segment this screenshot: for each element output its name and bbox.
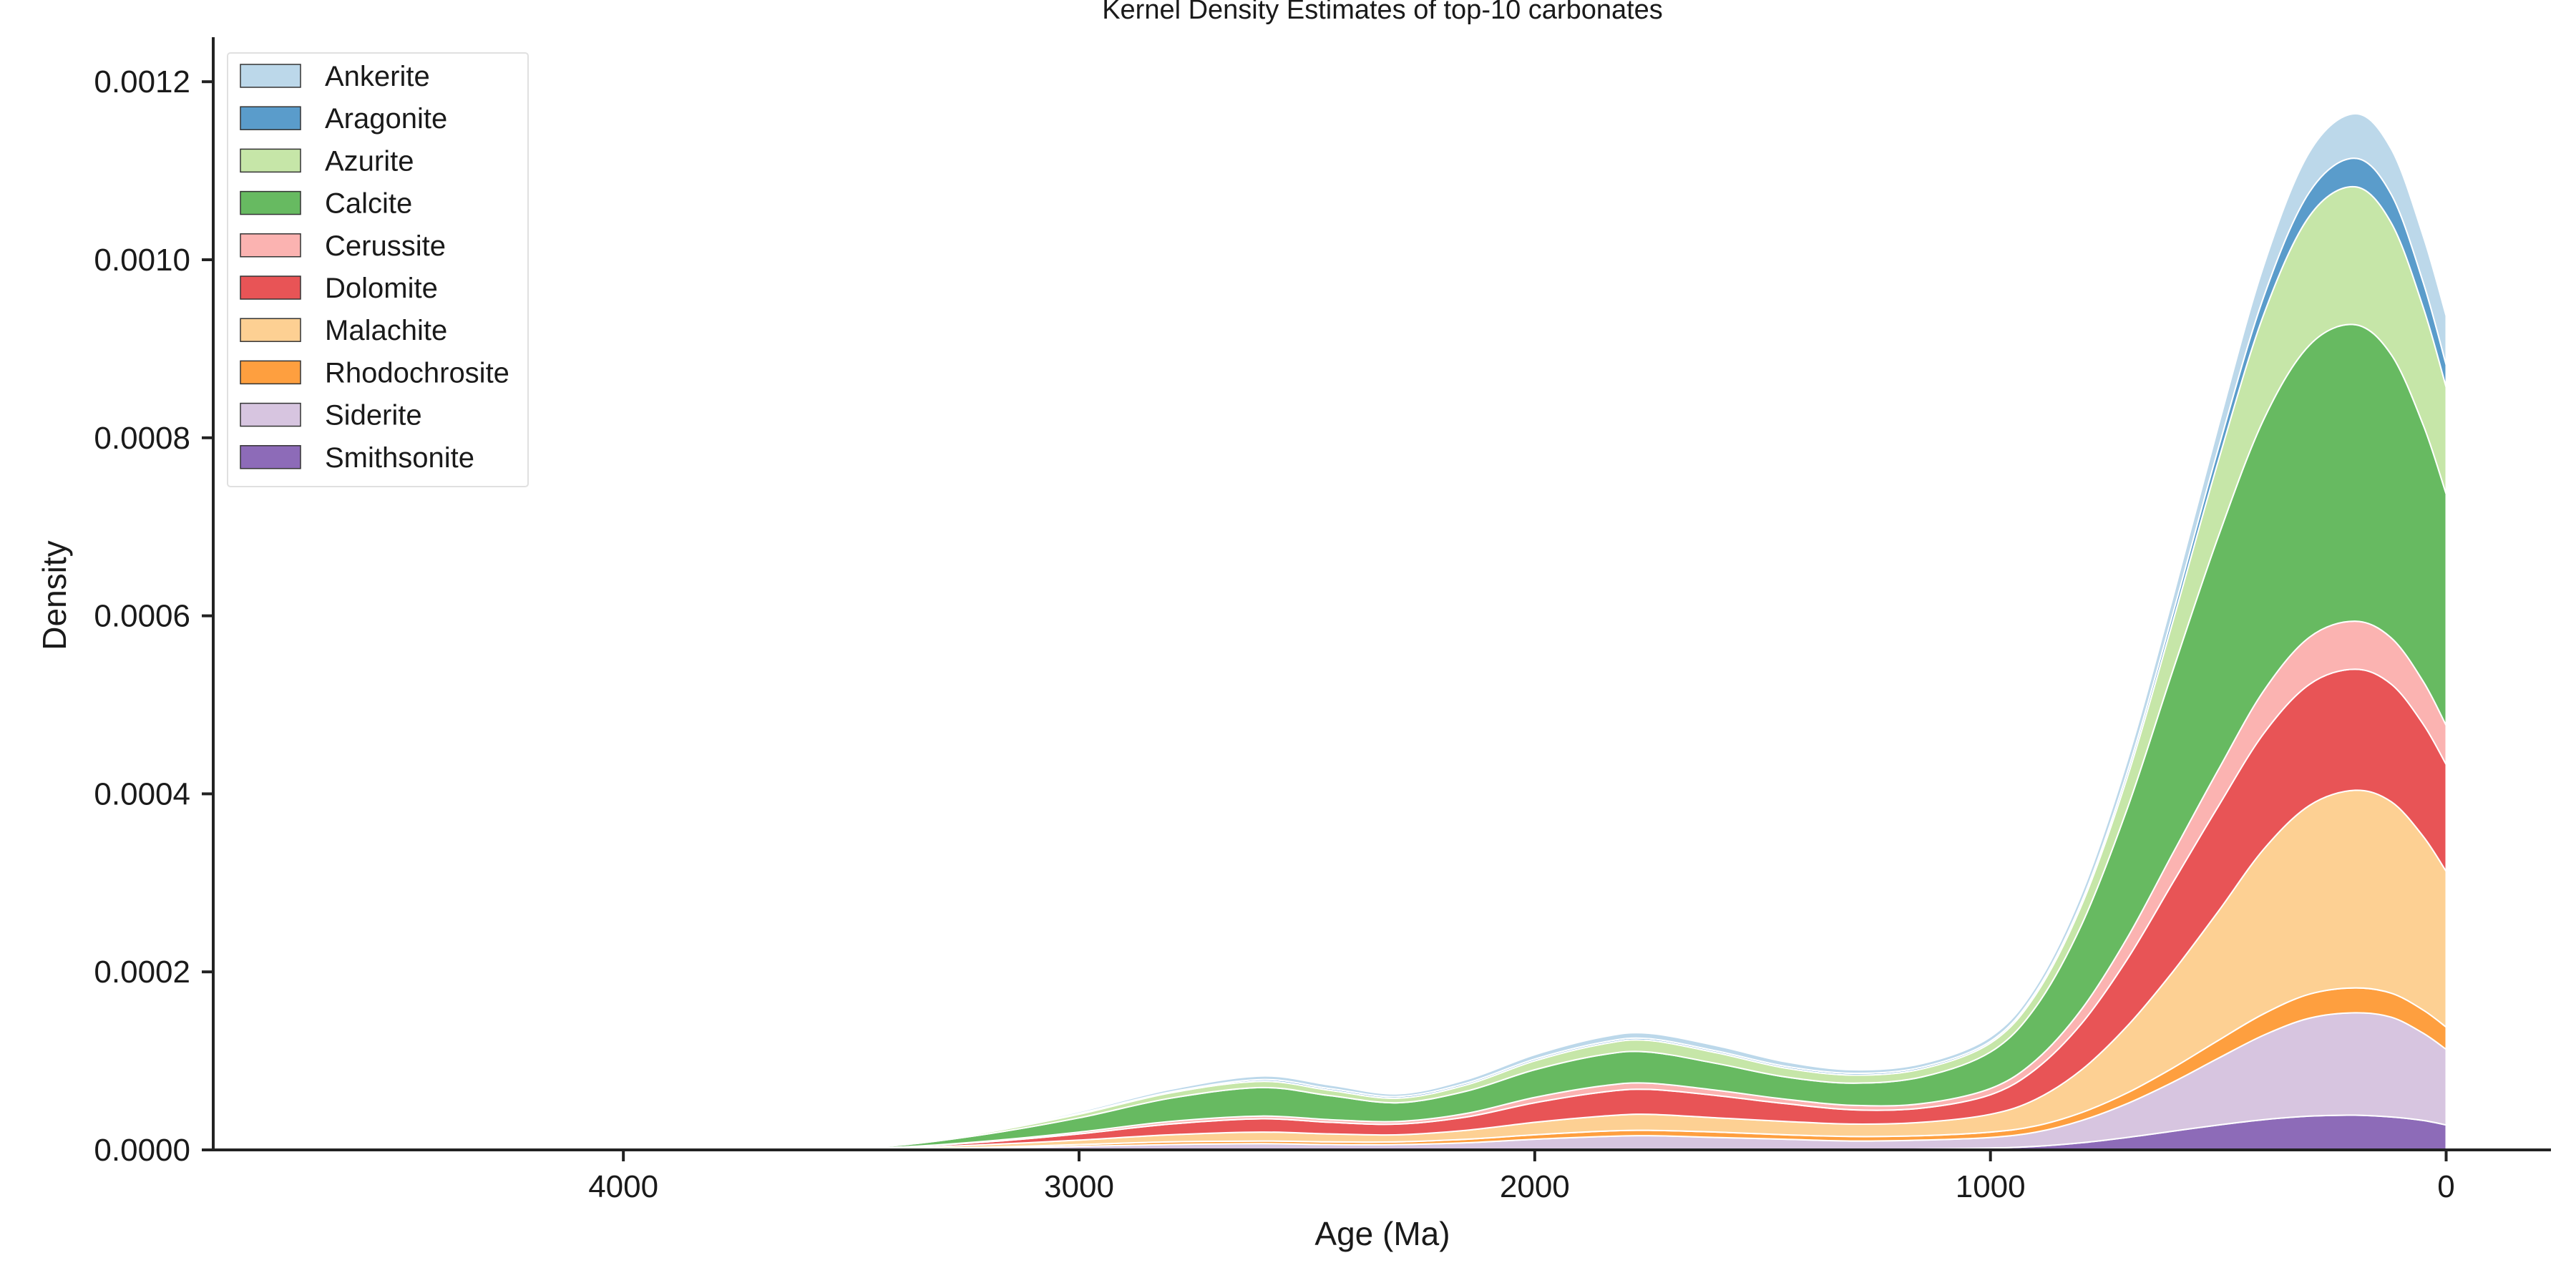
chart-title: Kernel Density Estimates of top-10 carbo… bbox=[1102, 0, 1663, 25]
legend-label: Dolomite bbox=[325, 273, 438, 304]
legend-label: Azurite bbox=[325, 145, 414, 177]
y-tick-label: 0.0000 bbox=[94, 1133, 190, 1168]
legend-item-dolomite: Dolomite bbox=[240, 273, 438, 304]
legend-item-calcite: Calcite bbox=[240, 188, 412, 220]
legend-item-smithsonite: Smithsonite bbox=[240, 442, 474, 474]
legend-swatch bbox=[240, 318, 301, 342]
legend-item-aragonite: Aragonite bbox=[240, 103, 447, 135]
area-ankerite bbox=[349, 112, 2447, 1151]
stacked-areas bbox=[349, 112, 2447, 1151]
legend-swatch bbox=[240, 445, 301, 469]
legend-label: Rhodochrosite bbox=[325, 357, 509, 389]
y-tick-label: 0.0006 bbox=[94, 599, 190, 634]
y-tick-label: 0.0002 bbox=[94, 955, 190, 990]
x-tick-label: 3000 bbox=[1044, 1169, 1114, 1204]
legend-swatch bbox=[240, 64, 301, 88]
legend-item-siderite: Siderite bbox=[240, 400, 422, 431]
x-tick-label: 1000 bbox=[1956, 1169, 2026, 1204]
legend-swatch bbox=[240, 106, 301, 130]
y-axis-label: Density bbox=[36, 540, 73, 650]
legend-label: Cerussite bbox=[325, 230, 446, 262]
y-tick-label: 0.0008 bbox=[94, 421, 190, 456]
x-axis-label: Age (Ma) bbox=[1314, 1215, 1450, 1252]
legend-label: Calcite bbox=[325, 188, 412, 220]
x-tick-label: 4000 bbox=[588, 1169, 658, 1204]
legend-item-azurite: Azurite bbox=[240, 145, 414, 177]
y-tick-label: 0.0004 bbox=[94, 776, 190, 811]
legend-item-cerussite: Cerussite bbox=[240, 230, 446, 262]
legend-swatch bbox=[240, 148, 301, 173]
legend-label: Malachite bbox=[325, 315, 447, 346]
axes bbox=[212, 37, 2551, 1151]
y-ticks: 0.0000 0.0002 0.0004 0.0006 0.0008 0.0010 0.00… bbox=[94, 64, 213, 1168]
legend-swatch bbox=[240, 190, 301, 215]
x-tick-label: 2000 bbox=[1500, 1169, 1570, 1204]
legend-item-ankerite: Ankerite bbox=[240, 61, 430, 92]
legend: Ankerite Aragonite Azurite Calcite Cerussite… bbox=[227, 52, 529, 487]
legend-swatch bbox=[240, 402, 301, 427]
legend-label: Smithsonite bbox=[325, 442, 474, 474]
legend-label: Ankerite bbox=[325, 61, 430, 92]
y-tick-label: 0.0012 bbox=[94, 64, 190, 99]
legend-item-malachite: Malachite bbox=[240, 315, 447, 346]
legend-swatch bbox=[240, 233, 301, 258]
legend-item-rhodochrosite: Rhodochrosite bbox=[240, 357, 509, 389]
y-tick-label: 0.0010 bbox=[94, 243, 190, 278]
legend-frame bbox=[227, 52, 529, 487]
legend-label: Siderite bbox=[325, 400, 422, 431]
x-ticks: 4000 3000 2000 1000 0 bbox=[588, 1150, 2455, 1204]
x-tick-label: 0 bbox=[2437, 1169, 2454, 1204]
legend-label: Aragonite bbox=[325, 103, 447, 135]
legend-swatch bbox=[240, 360, 301, 385]
legend-swatch bbox=[240, 275, 301, 300]
